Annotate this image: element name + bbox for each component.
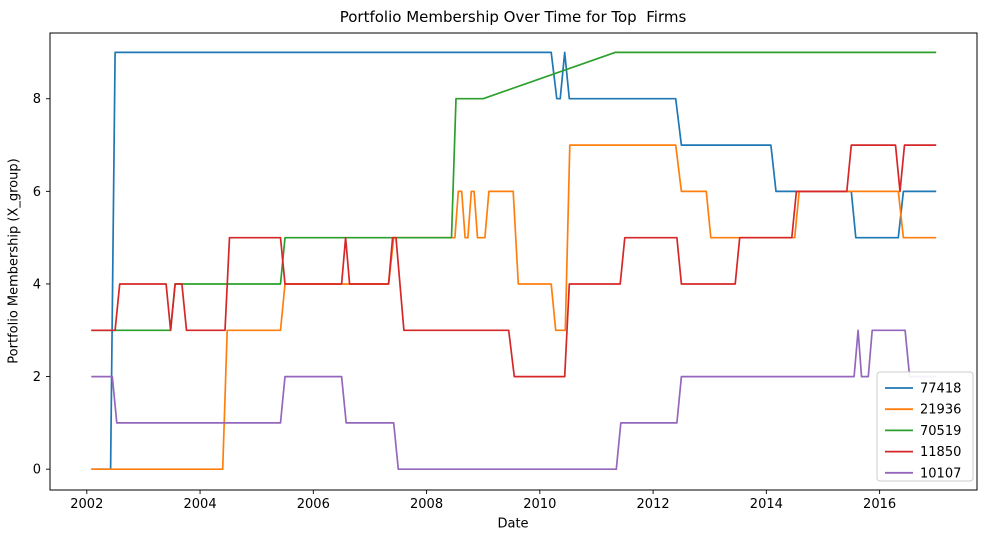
x-axis-label: Date [497, 516, 529, 532]
legend-label-11850: 11850 [920, 445, 961, 460]
x-tick-label: 2002 [70, 497, 103, 512]
x-tick-label: 2012 [637, 497, 670, 512]
series-line-10107 [91, 329, 937, 471]
legend-label-77418: 77418 [920, 382, 961, 397]
x-tick-label: 2014 [750, 497, 783, 512]
legend-label-70519: 70519 [920, 424, 961, 439]
x-tick-label: 2016 [863, 497, 896, 512]
axes-frame [49, 32, 978, 491]
legend-label-10107: 10107 [920, 466, 961, 481]
chart-title: Portfolio Membership Over Time for Top F… [339, 8, 687, 26]
series-line-77418 [91, 51, 937, 471]
y-tick-label: 2 [33, 370, 41, 385]
x-tick-label: 2010 [523, 497, 556, 512]
x-tick-label: 2004 [184, 497, 217, 512]
y-tick-label: 0 [33, 463, 41, 478]
series-line-21936 [91, 144, 937, 471]
x-tick-label: 2006 [297, 497, 330, 512]
y-tick-label: 6 [33, 185, 41, 200]
legend-label-21936: 21936 [920, 403, 961, 418]
y-tick-label: 8 [33, 92, 41, 107]
y-tick-label: 4 [33, 277, 41, 292]
x-tick-label: 2008 [410, 497, 443, 512]
series-line-11850 [91, 144, 937, 378]
legend [876, 371, 974, 482]
